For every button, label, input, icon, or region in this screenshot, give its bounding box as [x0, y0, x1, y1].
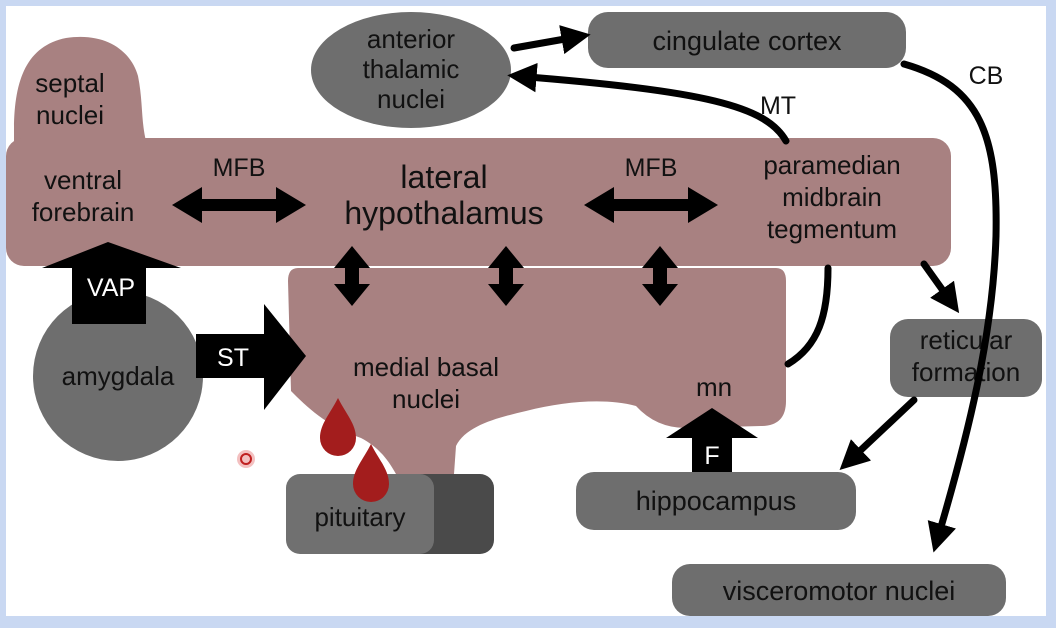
diagram-canvas: pituitary anterior thalamic nuclei cingu…	[6, 6, 1046, 616]
hippocampus-node: hippocampus	[576, 472, 856, 530]
cingulate-cortex-shape	[588, 12, 906, 68]
blood-drops	[320, 398, 389, 502]
mfb-left-arrow-shape	[172, 187, 306, 223]
mfb-right-arrow-shape	[584, 187, 718, 223]
thalamic-to-cingulate-arrow	[510, 25, 591, 55]
reticular-formation-node: reticular formation	[890, 319, 1042, 397]
pituitary-node: pituitary	[286, 474, 494, 554]
visceromotor-nuclei-node: visceromotor nuclei	[672, 564, 1006, 616]
mn-label: mn	[696, 372, 732, 402]
septal-nuclei-label-2: nuclei	[36, 100, 104, 130]
amygdala-shape	[33, 291, 203, 461]
medial-basal-label-1: medial basal	[353, 352, 499, 382]
paramedian-label-3: tegmentum	[767, 214, 897, 244]
reticular-formation-shape	[890, 319, 1042, 397]
ventral-forebrain-label-2: forebrain	[32, 197, 135, 227]
reticular-to-hippocampus-arrow	[839, 396, 918, 471]
f-arrow-shape	[666, 408, 758, 472]
mfb-left-label: MFB	[213, 154, 266, 182]
mfb-left-arrow: MFB	[172, 154, 306, 223]
vap-arrow: VAP	[42, 242, 181, 324]
visceromotor-nuclei-shape	[672, 564, 1006, 616]
vertical-double-arrow-3	[642, 246, 678, 306]
mn-to-tegmentum-tract	[784, 264, 832, 368]
f-label: F	[704, 442, 719, 470]
blood-drop-icon	[320, 398, 356, 456]
septal-nuclei-region	[14, 36, 146, 142]
anterior-thalamic-label-2: thalamic	[363, 54, 460, 84]
brain-tissue	[6, 36, 951, 474]
limbic-circuit-diagram: pituitary anterior thalamic nuclei cingu…	[6, 12, 1042, 616]
ventral-forebrain-label-1: ventral	[44, 165, 122, 195]
st-arrow: ST	[196, 304, 306, 410]
hippocampus-label: hippocampus	[636, 486, 797, 516]
mfb-right-label: MFB	[625, 154, 678, 182]
cursor-indicator-halo	[237, 450, 255, 468]
cursor-indicator-icon	[237, 450, 255, 468]
amygdala-node: amygdala	[33, 291, 203, 461]
cursor-indicator-ring	[240, 453, 252, 465]
anterior-thalamic-label-3: nuclei	[377, 84, 445, 114]
amygdala-label: amygdala	[62, 361, 175, 391]
anterior-thalamic-node: anterior thalamic nuclei	[311, 12, 511, 128]
anterior-thalamic-shape	[311, 12, 511, 128]
pituitary-label: pituitary	[314, 502, 405, 532]
cingulate-cortex-label: cingulate cortex	[652, 26, 842, 56]
lateral-hypothalamus-label-1: lateral	[400, 159, 487, 195]
hypothalamus-band	[6, 138, 951, 266]
vap-arrow-shape	[42, 242, 181, 324]
visceromotor-nuclei-label: visceromotor nuclei	[723, 576, 956, 606]
paramedian-label-1: paramedian	[763, 150, 900, 180]
cb-label: CB	[969, 62, 1004, 90]
mfb-right-arrow: MFB	[584, 154, 718, 223]
mt-label: MT	[760, 92, 796, 120]
septal-nuclei-label-1: septal	[35, 68, 104, 98]
anterior-thalamic-label-1: anterior	[367, 24, 455, 54]
thin-pathways	[507, 25, 1000, 553]
vertical-double-arrow-2	[488, 246, 524, 306]
lateral-hypothalamus-label-2: hypothalamus	[344, 195, 543, 231]
f-arrow: F	[666, 408, 758, 472]
pituitary-shape	[286, 474, 434, 554]
vap-label: VAP	[87, 274, 135, 302]
mt-tract-arrow	[507, 62, 790, 145]
paramedian-label-2: midbrain	[782, 182, 882, 212]
st-label: ST	[217, 344, 249, 372]
vertical-arrows	[334, 246, 678, 306]
medial-basal-label-2: nuclei	[392, 384, 460, 414]
st-arrow-shape	[196, 304, 306, 410]
blood-drop-icon	[353, 444, 389, 502]
reticular-formation-label-1: reticular	[920, 325, 1013, 355]
medial-basal-region	[288, 268, 786, 474]
cingulate-cortex-node: cingulate cortex	[588, 12, 906, 68]
vertical-double-arrow-1	[334, 246, 370, 306]
hippocampus-shape	[576, 472, 856, 530]
tegmentum-to-reticular-arrow	[920, 260, 960, 314]
cb-tract	[900, 60, 1000, 553]
reticular-formation-label-2: formation	[912, 357, 1020, 387]
